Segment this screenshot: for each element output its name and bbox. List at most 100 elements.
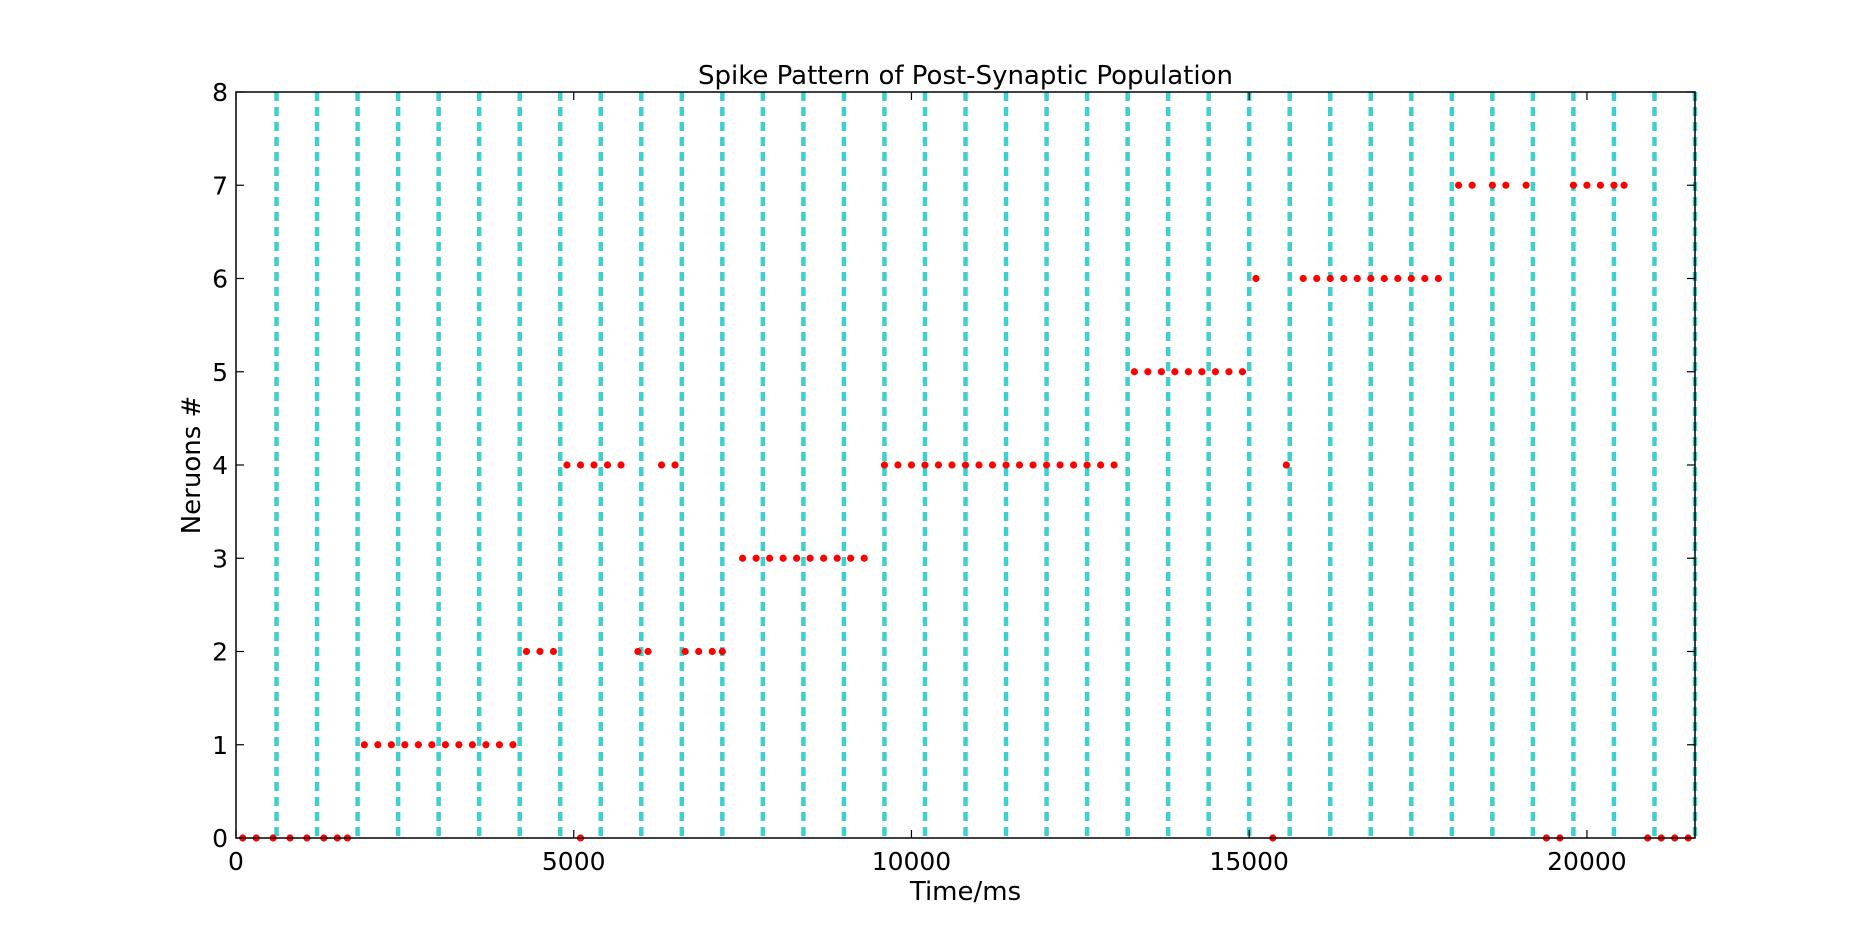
spike-point xyxy=(1238,368,1247,376)
spike-point xyxy=(793,554,801,562)
spike-point xyxy=(1620,181,1628,189)
spike-point xyxy=(671,461,679,469)
spikes-group xyxy=(239,181,1692,842)
spike-point xyxy=(681,647,689,656)
spike-point xyxy=(948,461,956,469)
y-tick-label: 3 xyxy=(212,544,228,573)
y-axis-label: Neruons # xyxy=(177,396,207,535)
spike-point xyxy=(1367,274,1375,283)
spike-point xyxy=(617,461,625,469)
spike-point xyxy=(708,647,716,656)
y-tick-label: 7 xyxy=(212,171,228,200)
spike-point xyxy=(847,554,855,562)
spike-point xyxy=(495,741,504,749)
spike-point xyxy=(1029,461,1037,469)
y-tick-label: 5 xyxy=(212,358,228,387)
spike-point xyxy=(1225,368,1233,376)
chart-title: Spike Pattern of Post-Synaptic Populatio… xyxy=(698,61,1233,91)
y-tick-label: 2 xyxy=(212,638,228,667)
spike-point xyxy=(1110,461,1118,469)
spike-point xyxy=(1157,368,1165,376)
spike-point xyxy=(1454,181,1463,189)
spike-point xyxy=(1083,461,1091,469)
spike-point xyxy=(880,461,889,469)
spike-point xyxy=(1184,368,1193,376)
spike-point xyxy=(1282,461,1290,469)
x-tick-label: 10000 xyxy=(872,847,952,876)
spike-point xyxy=(975,461,983,469)
x-axis-label: Time/ms xyxy=(909,877,1021,907)
spike-point xyxy=(360,741,368,749)
spike-point xyxy=(1252,274,1260,283)
spike-point xyxy=(779,554,787,562)
y-tick-label: 6 xyxy=(212,265,228,294)
spike-point xyxy=(441,741,449,749)
spike-point xyxy=(1407,274,1415,283)
spike-point xyxy=(428,741,436,749)
spike-point xyxy=(695,647,703,656)
spike-point xyxy=(455,741,463,749)
spike-point xyxy=(563,461,571,469)
spike-point xyxy=(1002,461,1010,469)
x-tick-label: 20000 xyxy=(1547,847,1627,876)
spike-point xyxy=(414,741,422,749)
spike-point xyxy=(766,554,774,562)
spike-point xyxy=(1468,181,1476,189)
spike-point xyxy=(921,461,929,469)
spike-point xyxy=(1488,181,1496,189)
spike-point xyxy=(549,647,558,656)
spike-point xyxy=(603,461,612,469)
spike-point xyxy=(1569,181,1578,189)
spike-point xyxy=(1583,181,1591,189)
x-tick-label: 15000 xyxy=(1209,847,1289,876)
spike-point xyxy=(401,741,409,749)
spike-point xyxy=(907,461,916,469)
spike-point xyxy=(894,461,902,469)
spike-point xyxy=(1056,461,1064,469)
spike-point xyxy=(1610,181,1618,189)
spike-point xyxy=(590,461,598,469)
spike-point xyxy=(1299,274,1307,283)
spike-point xyxy=(536,647,544,656)
spike-point xyxy=(1313,274,1321,283)
spike-point xyxy=(1171,368,1179,376)
spike-point xyxy=(1340,274,1348,283)
y-tick-label: 8 xyxy=(212,78,228,107)
spike-point xyxy=(1394,274,1402,283)
spike-point xyxy=(576,461,585,469)
spike-point xyxy=(1380,274,1388,283)
spike-point xyxy=(1130,368,1138,376)
spike-point xyxy=(1198,368,1206,376)
spike-point xyxy=(509,741,517,749)
spike-point xyxy=(1042,461,1051,469)
spike-point xyxy=(374,741,382,749)
y-tick-label: 4 xyxy=(212,451,228,480)
spike-point xyxy=(468,741,477,749)
spike-point xyxy=(482,741,490,749)
spike-point xyxy=(860,554,868,562)
spike-point xyxy=(1502,181,1510,189)
y-tick-label: 1 xyxy=(212,731,228,760)
y-tick-label: 0 xyxy=(212,824,228,853)
spike-point xyxy=(1069,461,1078,469)
x-tick-label: 5000 xyxy=(542,847,606,876)
spike-point xyxy=(522,647,531,656)
spike-point xyxy=(961,461,970,469)
spike-point xyxy=(387,741,395,749)
spike-point xyxy=(644,647,652,656)
spike-point xyxy=(1522,181,1530,189)
spike-point xyxy=(1434,274,1442,283)
spike-point xyxy=(634,647,642,656)
spike-point xyxy=(1211,368,1220,376)
spike-point xyxy=(718,647,726,656)
ticks-group: 0 5000 10000 15000 20000 0 1 2 3 4 5 6 7 8 xyxy=(212,78,1695,876)
spike-point xyxy=(1353,274,1361,283)
spike-point xyxy=(988,461,997,469)
x-tick-label: 0 xyxy=(228,847,244,876)
spike-point xyxy=(833,554,841,562)
spike-point xyxy=(1326,274,1334,283)
spike-point xyxy=(657,461,666,469)
spike-point xyxy=(1596,181,1605,189)
